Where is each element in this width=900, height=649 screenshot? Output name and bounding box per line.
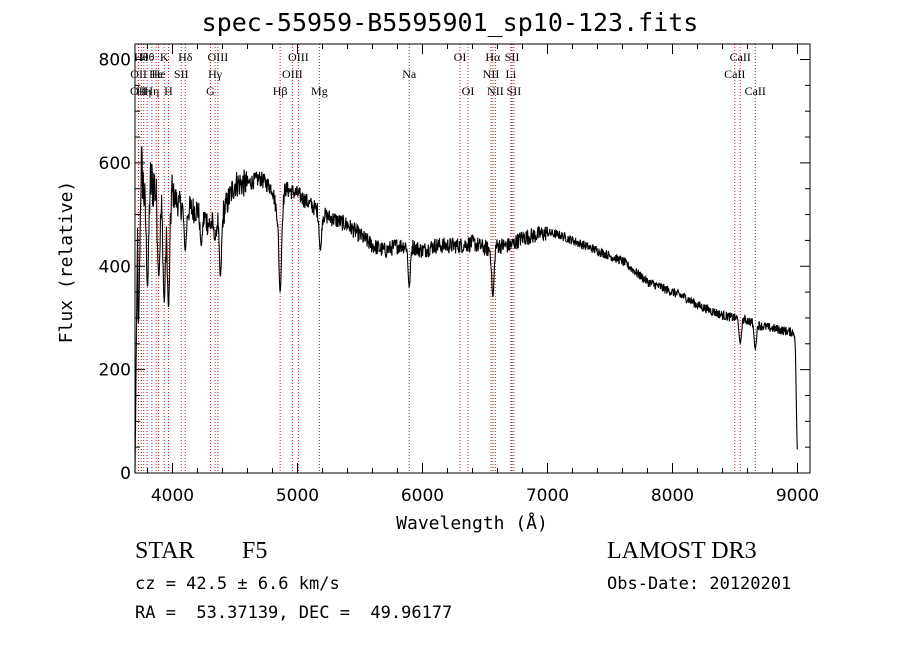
line-label: CaII — [724, 67, 745, 81]
line-label: OIII — [282, 67, 303, 81]
line-label: Hγ — [208, 67, 223, 81]
x-axis-label: Wavelength (Å) — [396, 512, 548, 534]
line-label: Hθ — [140, 50, 155, 64]
line-label: OIII — [208, 50, 229, 64]
spectrum-trace — [134, 145, 798, 474]
line-label: Mg — [311, 84, 328, 98]
observation-date: Obs-Date: 20120201 — [607, 574, 792, 594]
chart-title: spec-55959-B5595901_sp10-123.fits — [201, 8, 699, 37]
line-label: Hβ — [273, 84, 288, 98]
line-label: Hη — [144, 84, 159, 98]
line-label: SII — [174, 67, 189, 81]
line-label: Li — [506, 67, 517, 81]
line-label: SII — [507, 84, 522, 98]
y-tick-label: 400 — [99, 257, 131, 277]
line-label: OII — [130, 67, 147, 81]
line-label: Hη — [136, 84, 151, 98]
ra-dec: RA = 53.37139, DEC = 49.96177 — [135, 603, 453, 623]
line-label: OIII — [288, 50, 309, 64]
x-tick-label: 8000 — [651, 486, 694, 506]
x-tick-label: 7000 — [526, 486, 569, 506]
redshift-cz: cz = 42.5 ± 6.6 km/s — [135, 574, 340, 594]
line-label: K — [160, 50, 169, 64]
axis-ticks: 4000 5000 6000 7000 8000 9000 0 200 400 600 800 — [99, 44, 819, 506]
survey-name: LAMOST DR3 — [607, 538, 757, 564]
line-label: G — [206, 84, 215, 98]
y-tick-label: 0 — [120, 464, 131, 484]
line-labels: OIIOIIHθHηHθHηHeHeKHSIIHδGHγOIIIHβOIIIOI… — [130, 50, 766, 98]
object-subclass: F5 — [242, 538, 268, 564]
line-label: Hα — [485, 50, 501, 64]
y-tick-label: 200 — [99, 361, 131, 381]
line-label: OII — [130, 84, 147, 98]
line-label: OI — [454, 50, 467, 64]
line-label: Hθ — [134, 50, 149, 64]
y-axis-label: Flux (relative) — [56, 181, 77, 344]
spectrum-line — [134, 145, 798, 474]
line-label: He — [152, 67, 166, 81]
line-label: H — [164, 84, 173, 98]
spectral-line-markers — [137, 44, 756, 473]
line-label: Hδ — [178, 50, 193, 64]
line-label: NII — [483, 67, 500, 81]
line-label: OI — [462, 84, 475, 98]
line-label: NII — [487, 84, 504, 98]
y-tick-label: 800 — [99, 51, 131, 71]
x-tick-label: 5000 — [276, 486, 319, 506]
x-tick-label: 4000 — [151, 486, 194, 506]
line-label: Na — [402, 67, 417, 81]
x-tick-label: 6000 — [401, 486, 444, 506]
object-class: STAR — [135, 538, 195, 564]
line-label: SII — [505, 50, 520, 64]
plot-frame — [134, 43, 811, 474]
y-tick-label: 600 — [99, 154, 131, 174]
line-label: CaII — [730, 50, 751, 64]
line-label: He — [149, 67, 163, 81]
line-label: CaII — [745, 84, 766, 98]
x-tick-label: 9000 — [776, 486, 819, 506]
